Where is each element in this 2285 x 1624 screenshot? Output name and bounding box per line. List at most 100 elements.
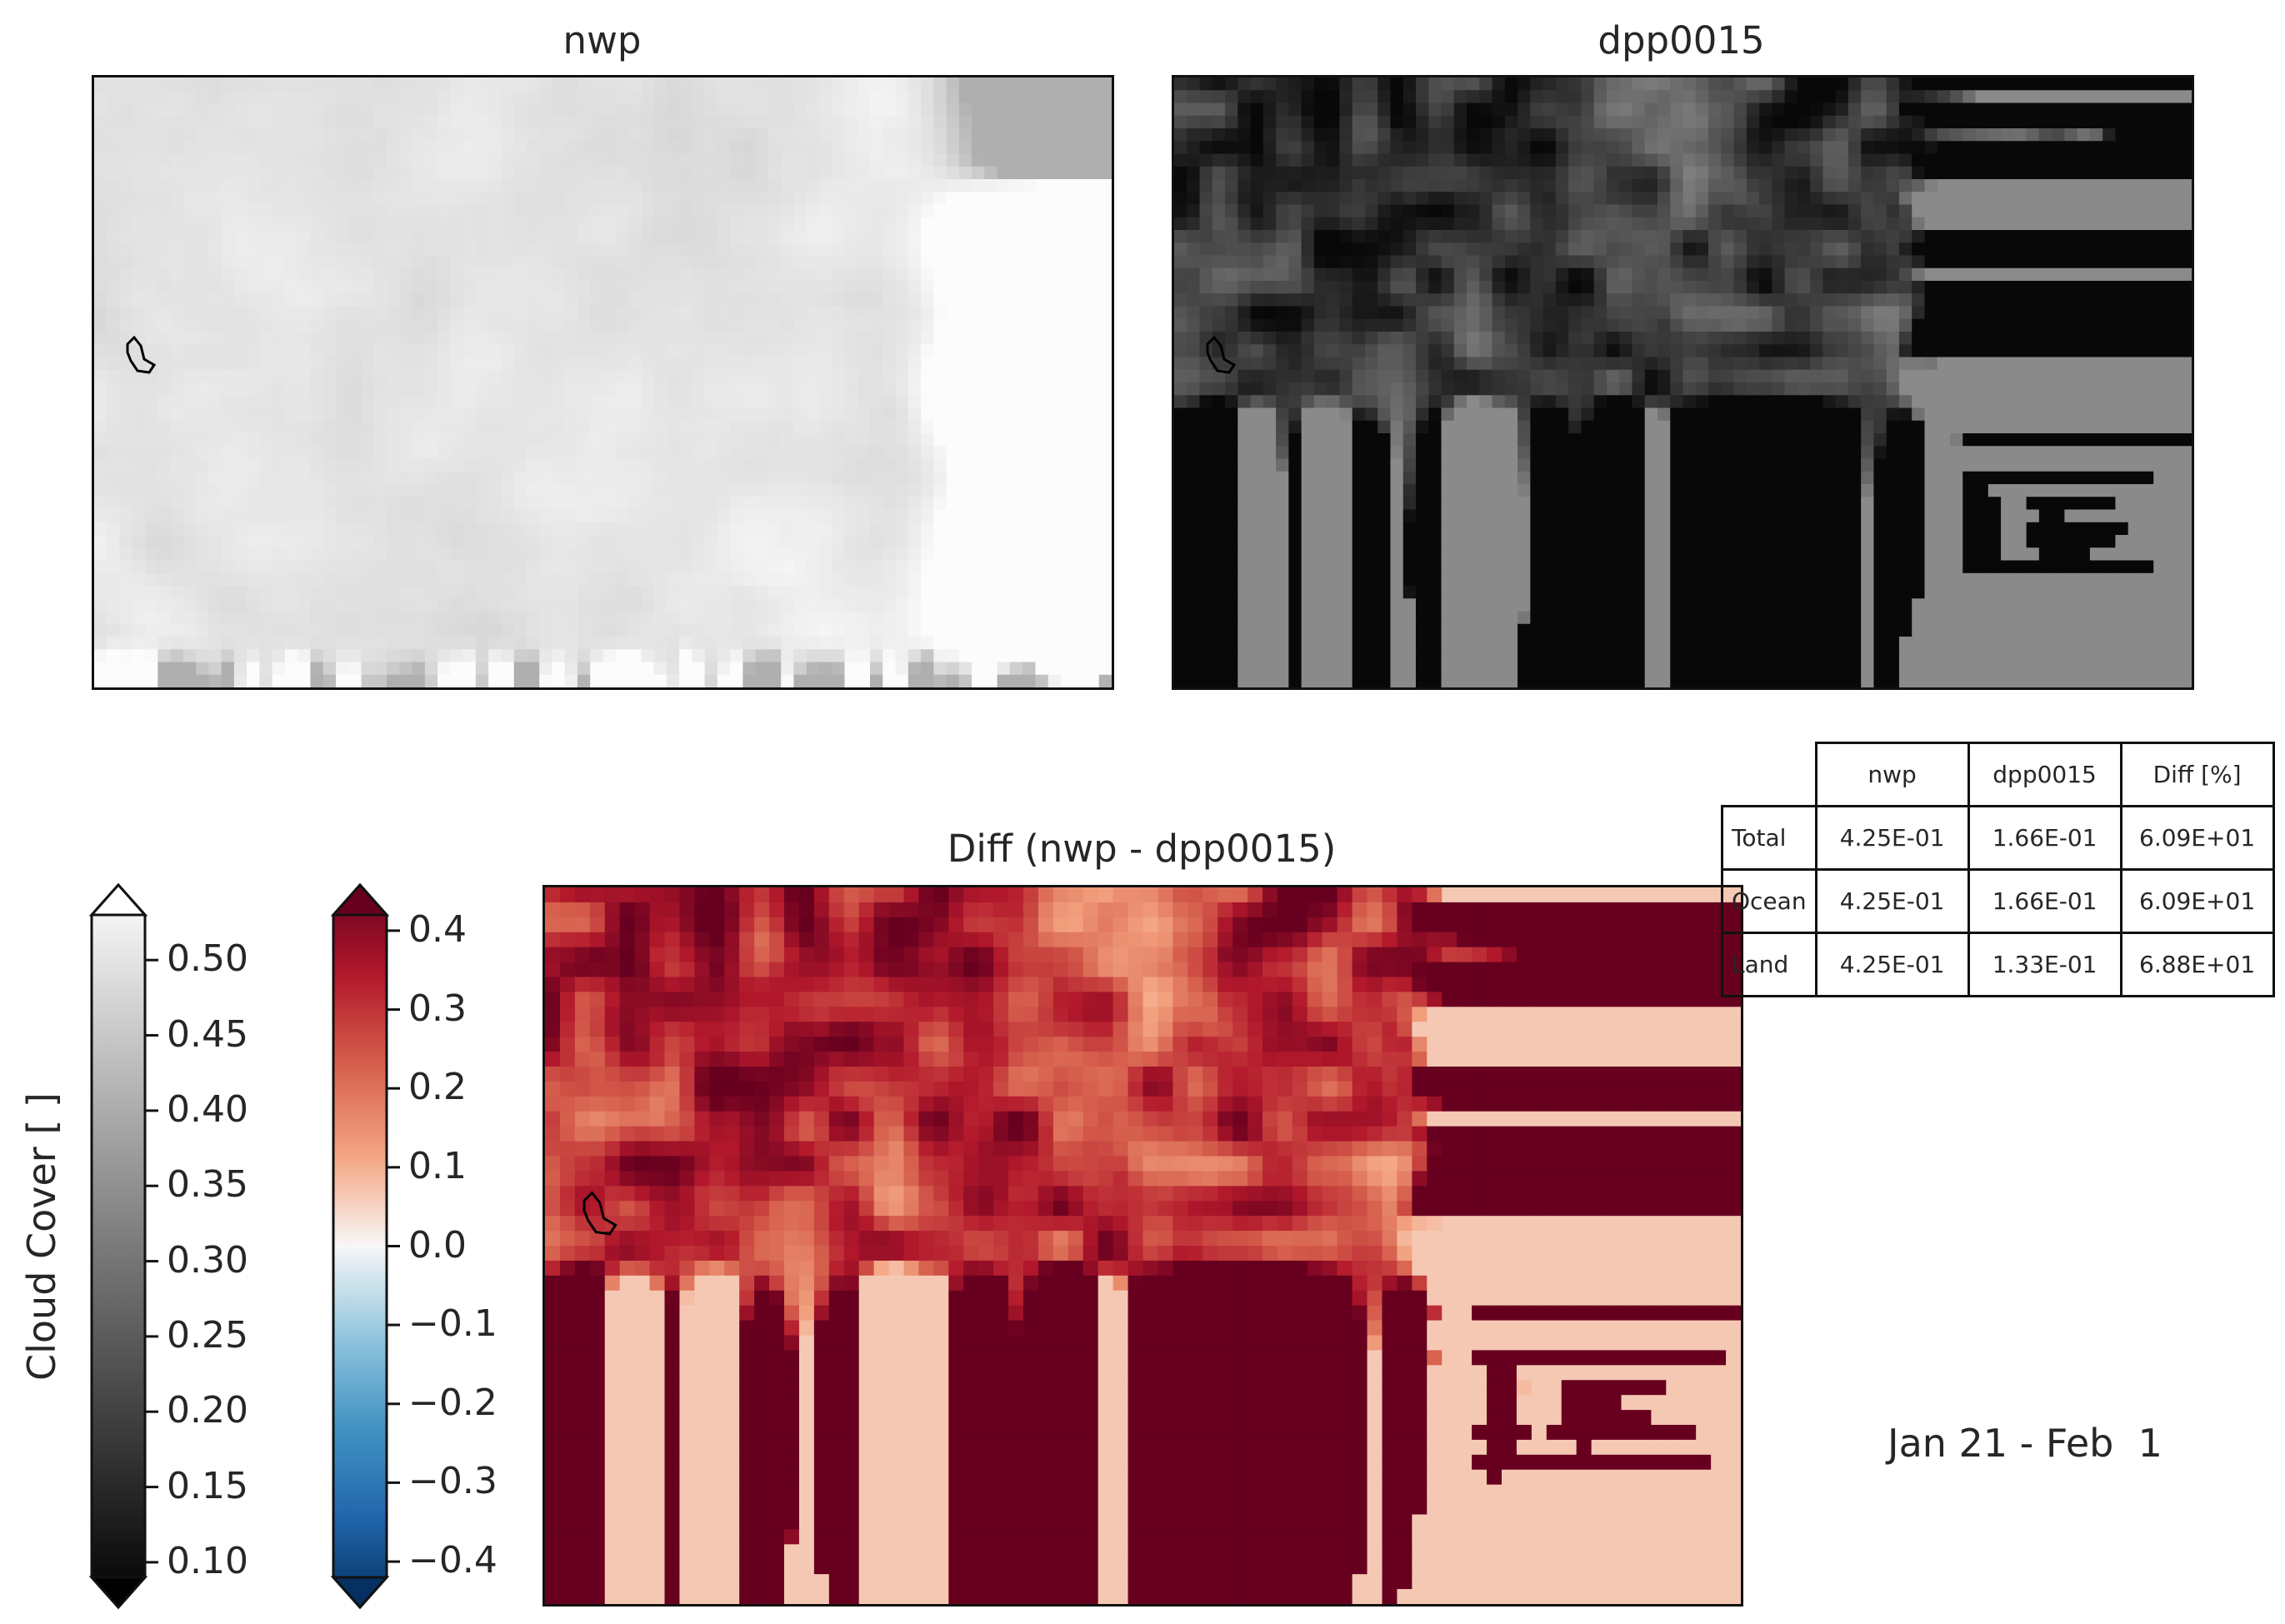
dpp0015-cell	[1262, 153, 1277, 167]
nwp-cell	[818, 192, 832, 206]
nwp-cell	[170, 420, 184, 434]
nwp-cell	[1073, 535, 1088, 548]
nwp-cell	[272, 217, 286, 231]
dpp0015-cell	[1670, 217, 1684, 231]
nwp-cell	[373, 369, 388, 383]
dpp0015-cell	[1415, 77, 1429, 91]
dpp0015-cell	[2128, 204, 2142, 218]
dpp0015-cell	[1441, 217, 1455, 231]
nwp-cell	[284, 509, 298, 523]
nwp-cell	[298, 509, 312, 523]
dpp0015-cell	[1174, 115, 1188, 129]
nwp-cell	[590, 306, 604, 320]
nwp-cell	[501, 535, 515, 548]
nwp-cell	[552, 547, 566, 562]
nwp-cell	[1060, 484, 1074, 497]
nwp-cell	[895, 662, 909, 676]
nwp-cell	[806, 497, 820, 511]
dpp0015-cell	[1262, 90, 1277, 104]
nwp-heatmap-cells	[94, 77, 1112, 687]
nwp-cell	[501, 293, 515, 307]
nwp-cell	[628, 572, 642, 587]
nwp-cell	[94, 433, 108, 447]
nwp-cell	[1086, 547, 1100, 562]
dpp0015-cell	[2140, 166, 2154, 180]
nwp-cell	[107, 217, 121, 231]
nwp-cell	[348, 179, 362, 192]
dpp0015-cell	[1632, 141, 1646, 155]
nwp-cell	[1060, 420, 1074, 434]
nwp-cell	[577, 497, 591, 511]
nwp-cell	[781, 128, 795, 142]
dpp0015-cell	[1975, 115, 1989, 129]
nwp-cell	[501, 242, 515, 257]
nwp-cell	[882, 446, 897, 460]
nwp-cell	[870, 306, 883, 320]
nwp-cell	[513, 433, 528, 447]
nwp-cell	[513, 586, 528, 599]
dpp0015-cell	[1415, 153, 1429, 167]
dpp0015-cell	[1898, 204, 1912, 218]
nwp-cell	[208, 332, 222, 345]
nwp-title: nwp	[562, 18, 642, 62]
nwp-cell	[641, 611, 655, 625]
nwp-cell	[158, 637, 172, 650]
nwp-cell	[1098, 547, 1112, 562]
dpp0015-cell	[2128, 90, 2142, 104]
dpp0015-cell	[1428, 242, 1442, 257]
dpp0015-cell	[1912, 230, 1926, 243]
nwp-cell	[513, 471, 528, 485]
nwp-cell	[653, 662, 668, 676]
dpp0015-cell	[1402, 230, 1417, 243]
nwp-cell	[387, 446, 400, 460]
nwp-cell	[208, 281, 222, 294]
nwp-cell	[335, 674, 349, 687]
dpp0015-cell	[1912, 141, 1926, 155]
nwp-cell	[768, 204, 782, 218]
dpp0015-cell	[1912, 192, 1926, 206]
nwp-cell	[908, 217, 922, 231]
nwp-cell	[844, 293, 858, 307]
nwp-cell	[577, 623, 591, 637]
dpp0015-cell	[1339, 166, 1353, 180]
nwp-cell	[679, 115, 692, 129]
nwp-cell	[438, 179, 451, 192]
nwp-cell	[233, 497, 248, 511]
nwp-cell	[501, 560, 515, 574]
nwp-cell	[768, 141, 782, 155]
nwp-cell	[196, 332, 209, 345]
nwp-cell	[221, 446, 235, 460]
nwp-cell	[1060, 572, 1074, 587]
nwp-cell	[768, 267, 782, 282]
dpp0015-cell	[1721, 90, 1735, 104]
nwp-cell	[933, 637, 948, 650]
dpp0015-cell	[1644, 115, 1658, 129]
nwp-cell	[602, 674, 617, 687]
nwp-cell	[158, 535, 172, 548]
nwp-cell	[653, 395, 668, 409]
nwp-cell	[475, 586, 489, 599]
nwp-cell	[602, 649, 617, 663]
nwp-cell	[997, 90, 1011, 104]
nwp-cell	[1073, 484, 1088, 497]
nwp-cell	[196, 522, 209, 536]
nwp-cell	[221, 623, 235, 637]
nwp-cell	[984, 217, 998, 231]
nwp-cell	[335, 649, 349, 663]
nwp-cell	[590, 572, 604, 587]
nwp-cell	[196, 484, 209, 497]
dpp0015-cell	[1962, 179, 1977, 192]
dpp0015-cell	[2089, 192, 2103, 206]
nwp-cell	[921, 255, 934, 269]
nwp-cell	[1009, 509, 1023, 523]
dpp0015-cell	[1937, 166, 1951, 180]
nwp-cell	[284, 484, 298, 497]
nwp-cell	[641, 662, 655, 676]
nwp-cell	[1022, 306, 1037, 320]
nwp-cell	[857, 471, 871, 485]
nwp-cell	[475, 255, 489, 269]
nwp-cell	[182, 255, 197, 269]
dpp0015-cell	[1822, 166, 1837, 180]
nwp-cell	[412, 318, 426, 332]
dpp0015-cell	[1453, 153, 1468, 167]
